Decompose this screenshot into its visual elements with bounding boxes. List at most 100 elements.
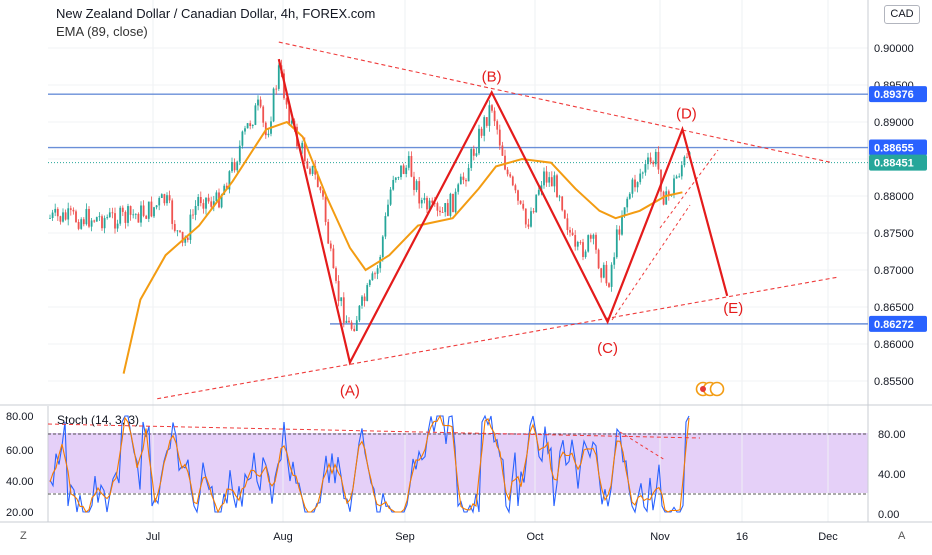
candle-body: [67, 208, 70, 220]
price-tick-label: 0.88000: [874, 191, 914, 203]
candle-body: [192, 214, 194, 216]
candle-body: [241, 131, 244, 146]
stoch-left-tick: 80.00: [6, 411, 34, 423]
candle-body: [95, 217, 98, 222]
auto-scale-button[interactable]: A: [898, 530, 906, 542]
candle-body: [108, 212, 111, 218]
candle-body: [519, 200, 522, 204]
candle-body: [119, 207, 122, 224]
candle-body: [556, 175, 558, 198]
price-tag-label: 0.89376: [874, 89, 914, 101]
candle-body: [501, 145, 504, 156]
candle-body: [387, 204, 389, 217]
candle-body: [358, 305, 361, 321]
stoch-trendline: [619, 431, 666, 461]
candle-body: [324, 196, 327, 222]
trendline-upper: [278, 41, 833, 164]
price-tag: [869, 139, 927, 156]
candle-body: [163, 194, 166, 204]
candle-body: [483, 117, 486, 136]
currency-button[interactable]: CAD: [884, 5, 920, 24]
candle-body: [368, 280, 371, 286]
candle-body: [171, 200, 174, 224]
candle-body: [400, 165, 402, 178]
candle-body: [584, 251, 587, 257]
candle-body: [254, 105, 257, 125]
candle-body: [194, 205, 197, 215]
price-tick-label: 0.87500: [874, 228, 914, 240]
candle-body: [306, 161, 309, 169]
candle-body: [106, 217, 109, 219]
candle-body: [410, 156, 413, 177]
candle-body: [496, 121, 499, 130]
candle-body: [353, 328, 356, 331]
candle-body: [649, 157, 652, 162]
candle-body: [470, 149, 473, 168]
candle-body: [101, 216, 103, 229]
candle-body: [202, 203, 205, 209]
candle-body: [522, 203, 525, 209]
candle-body: [392, 179, 395, 190]
candle-body: [90, 220, 93, 227]
indicator-label: EMA (89, close): [56, 24, 148, 39]
candle-body: [678, 176, 681, 178]
candle-body: [595, 234, 597, 250]
candle-body: [636, 182, 639, 188]
candle-body: [540, 185, 543, 191]
candle-body: [142, 205, 145, 216]
stoch-trendline: [47, 423, 701, 439]
candle-body: [246, 123, 249, 129]
candle-body: [626, 198, 629, 208]
candle-body: [316, 174, 319, 188]
candle-body: [88, 208, 90, 227]
candle-body: [379, 256, 382, 269]
candle-body: [478, 128, 480, 154]
candle-body: [231, 162, 233, 172]
timezone-button[interactable]: Z: [20, 530, 27, 542]
price-tick-label: 0.85500: [874, 376, 914, 388]
candle-body: [623, 207, 626, 216]
candle-body: [114, 213, 116, 229]
candle-body: [553, 175, 556, 187]
candle-body: [558, 196, 561, 198]
candle-body: [667, 191, 670, 195]
time-tick-label: Dec: [818, 531, 838, 543]
candle-body: [634, 179, 636, 188]
candle-body: [605, 264, 608, 284]
candle-body: [355, 320, 358, 331]
candle-body: [233, 162, 236, 171]
candle-body: [303, 142, 306, 162]
time-tick-label: Sep: [395, 531, 415, 543]
candle-body: [85, 208, 88, 225]
candle-body: [116, 223, 119, 229]
candle-body: [493, 110, 496, 122]
candle-body: [628, 193, 631, 199]
candle-body: [574, 235, 577, 247]
candle-body: [82, 219, 85, 225]
candle-body: [561, 196, 564, 211]
candle-body: [639, 173, 642, 183]
candle-body: [569, 230, 571, 233]
candle-body: [394, 177, 397, 180]
candle-body: [127, 206, 129, 223]
ema-line: [122, 120, 683, 374]
candle-body: [267, 133, 270, 136]
stoch-right-tick: 80.00: [878, 429, 906, 441]
price-tick-label: 0.90000: [874, 43, 914, 55]
candle-body: [660, 169, 662, 192]
candle-body: [498, 129, 501, 146]
candle-body: [608, 283, 610, 287]
candle-body: [654, 151, 657, 165]
candle-body: [587, 235, 590, 252]
candle-body: [454, 191, 457, 213]
candle-body: [75, 211, 77, 222]
candle-body: [446, 203, 449, 216]
candle-body: [272, 88, 275, 122]
candle-body: [535, 194, 538, 213]
candle-body: [506, 169, 509, 175]
candle-body: [576, 241, 579, 247]
candle-body: [56, 208, 59, 217]
candle-body: [345, 320, 348, 323]
